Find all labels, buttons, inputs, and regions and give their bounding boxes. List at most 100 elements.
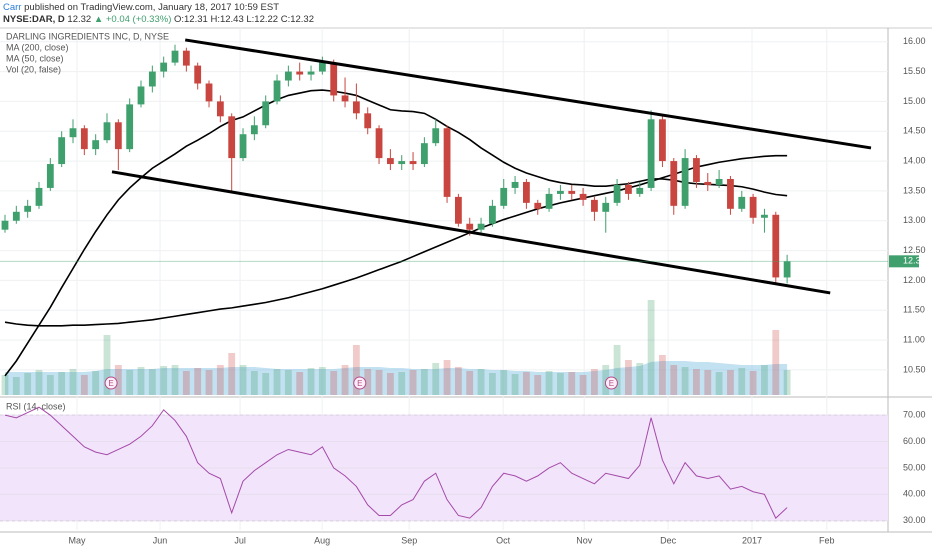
candle-body <box>205 83 213 102</box>
volume-bar <box>205 370 213 395</box>
candle-body <box>715 178 723 185</box>
candle-body <box>693 158 700 182</box>
volume-bar <box>137 367 145 395</box>
candle-body <box>579 193 587 200</box>
volume-bar <box>557 373 564 395</box>
candle-body <box>216 101 224 117</box>
candle-body <box>681 158 689 206</box>
candle-body <box>364 113 372 129</box>
volume-bar <box>545 371 553 395</box>
candle-body <box>80 128 88 150</box>
x-tick-label: Jun <box>153 535 168 545</box>
candle-body <box>602 202 610 212</box>
change: ▲ +0.04 (+0.33%) <box>94 14 172 25</box>
ma-legend: MA (200, close) <box>6 42 69 52</box>
candle-body <box>284 71 292 81</box>
volume-bar <box>398 372 406 395</box>
y-tick-label: 14.00 <box>903 155 926 165</box>
y-tick-label: 15.00 <box>903 96 926 106</box>
volume-bar <box>375 370 383 395</box>
candle-body <box>511 181 519 188</box>
volume-bar <box>613 345 621 395</box>
volume-bar <box>659 355 666 395</box>
candle-body <box>761 214 768 218</box>
rsi-tick-label: 50.00 <box>903 462 926 472</box>
volume-bar <box>386 373 394 395</box>
volume-bar <box>715 372 723 395</box>
candle-body <box>704 181 712 185</box>
candle-body <box>727 178 734 209</box>
candle-body <box>137 86 145 105</box>
candle-body <box>443 128 451 197</box>
volume-bar <box>364 369 372 395</box>
volume-bar <box>432 363 440 395</box>
candle-body <box>386 158 394 165</box>
candle-body <box>46 164 54 188</box>
symbol: NYSE:DAR, D <box>3 14 65 25</box>
last-price-label: 12.32 <box>903 256 926 266</box>
volume-bar <box>1 375 9 395</box>
volume-bar <box>534 375 542 395</box>
volume-bar <box>239 365 247 395</box>
candle-body <box>114 122 122 150</box>
candle-body <box>24 205 32 212</box>
y-tick-label: 16.00 <box>903 36 926 46</box>
rsi-legend: RSI (14, close) <box>6 401 66 411</box>
rsi-line <box>4 406 788 519</box>
x-tick-label: Jul <box>234 535 246 545</box>
volume-bar <box>772 330 780 395</box>
y-tick-label: 11.50 <box>903 305 925 315</box>
volume-bar <box>579 375 587 395</box>
volume-bar <box>738 368 746 395</box>
volume-bar <box>35 370 43 395</box>
candle-body <box>296 71 304 75</box>
candle-body <box>182 50 190 66</box>
volume-bar <box>704 370 712 395</box>
close: C:12.32 <box>281 14 314 25</box>
candle-body <box>466 223 474 230</box>
volume-bar <box>489 373 496 395</box>
y-tick-label: 12.50 <box>903 245 926 255</box>
candle-body <box>670 161 678 206</box>
y-tick-label: 10.50 <box>903 364 926 374</box>
x-tick-label: Dec <box>660 535 677 545</box>
earnings-label: E <box>357 379 362 388</box>
volume-bar <box>58 372 66 395</box>
y-tick-label: 11.00 <box>903 334 925 344</box>
candle-body <box>398 161 406 165</box>
y-tick-label: 15.50 <box>903 66 926 76</box>
candle-body <box>489 205 496 224</box>
candle-body <box>432 128 440 144</box>
volume-bar <box>636 363 644 395</box>
candle-body <box>262 101 270 126</box>
candle-body <box>330 62 338 96</box>
x-tick-label: May <box>68 535 86 545</box>
rsi-tick-label: 40.00 <box>903 489 926 499</box>
author[interactable]: Carr <box>3 2 21 13</box>
volume-bar <box>296 372 304 395</box>
candle-body <box>273 80 281 102</box>
candle-body <box>613 184 621 203</box>
volume-bar <box>12 377 20 395</box>
volume-bar <box>761 365 768 395</box>
volume-bar <box>511 374 519 395</box>
x-tick-label: 2017 <box>742 535 762 545</box>
candle-body <box>35 187 43 206</box>
volume-bar <box>103 335 111 395</box>
volume-bar <box>80 375 88 395</box>
published: published on TradingView.com, January 18… <box>24 2 279 13</box>
candle-body <box>318 62 326 72</box>
candle-body <box>69 128 77 138</box>
candle-body <box>250 125 258 135</box>
volume-bar <box>284 370 292 395</box>
candle-body <box>636 187 644 194</box>
volume-bar <box>318 367 326 395</box>
candle-body <box>12 211 20 221</box>
volume-bar <box>194 368 202 395</box>
volume-bar <box>749 371 757 395</box>
trendline <box>111 170 831 295</box>
candle-body <box>160 62 168 72</box>
candle-body <box>568 190 576 194</box>
volume-bar <box>330 371 338 395</box>
